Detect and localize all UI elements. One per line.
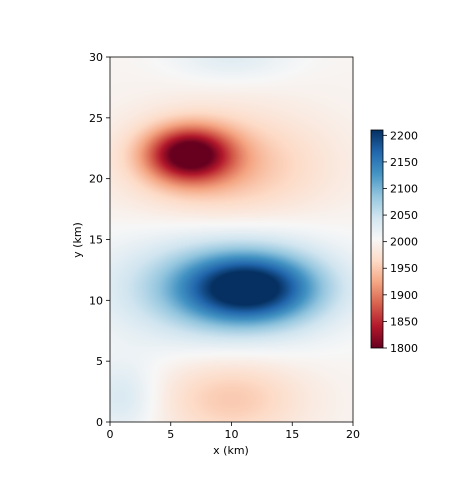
x-tick-label: 15 [285, 428, 299, 441]
colorbar-tick-label: 1950 [390, 262, 418, 275]
y-tick-label: 30 [89, 51, 103, 64]
y-tick-label: 15 [89, 234, 103, 247]
y-tick-label: 10 [89, 294, 103, 307]
x-tick-label: 20 [346, 428, 360, 441]
x-tick-label: 10 [225, 428, 239, 441]
colorbar-tick-label: 2100 [390, 182, 418, 195]
x-tick-label: 0 [107, 428, 114, 441]
colorbar-tick-label: 2200 [390, 129, 418, 142]
colorbar [370, 129, 384, 349]
colorbar-tick-label: 2050 [390, 209, 418, 222]
y-axis-label: y (km) [71, 222, 84, 258]
y-tick-label: 5 [96, 355, 103, 368]
colorbar-tick-label: 2150 [390, 156, 418, 169]
colorbar-tick-label: 1900 [390, 289, 418, 302]
heatmap-area [110, 57, 353, 422]
colorbar-tick-label: 2000 [390, 236, 418, 249]
y-tick-label: 0 [96, 416, 103, 429]
x-axis: 0 5 10 15 20 [107, 422, 360, 441]
colorbar-tick-label: 1800 [390, 342, 418, 355]
y-tick-label: 20 [89, 173, 103, 186]
x-axis-label: x (km) [213, 444, 249, 457]
x-tick-label: 5 [167, 428, 174, 441]
colorbar-ticks: 1800 1850 1900 1950 2000 2050 2100 2150 2200 [383, 129, 418, 355]
colorbar-tick-label: 1850 [390, 315, 418, 328]
y-tick-label: 25 [89, 112, 103, 125]
y-axis: 0 5 10 15 20 25 30 [89, 51, 110, 429]
